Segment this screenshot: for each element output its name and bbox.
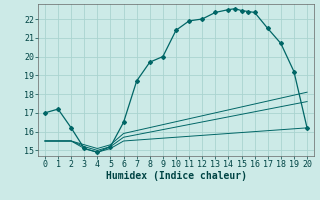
X-axis label: Humidex (Indice chaleur): Humidex (Indice chaleur)	[106, 171, 246, 181]
